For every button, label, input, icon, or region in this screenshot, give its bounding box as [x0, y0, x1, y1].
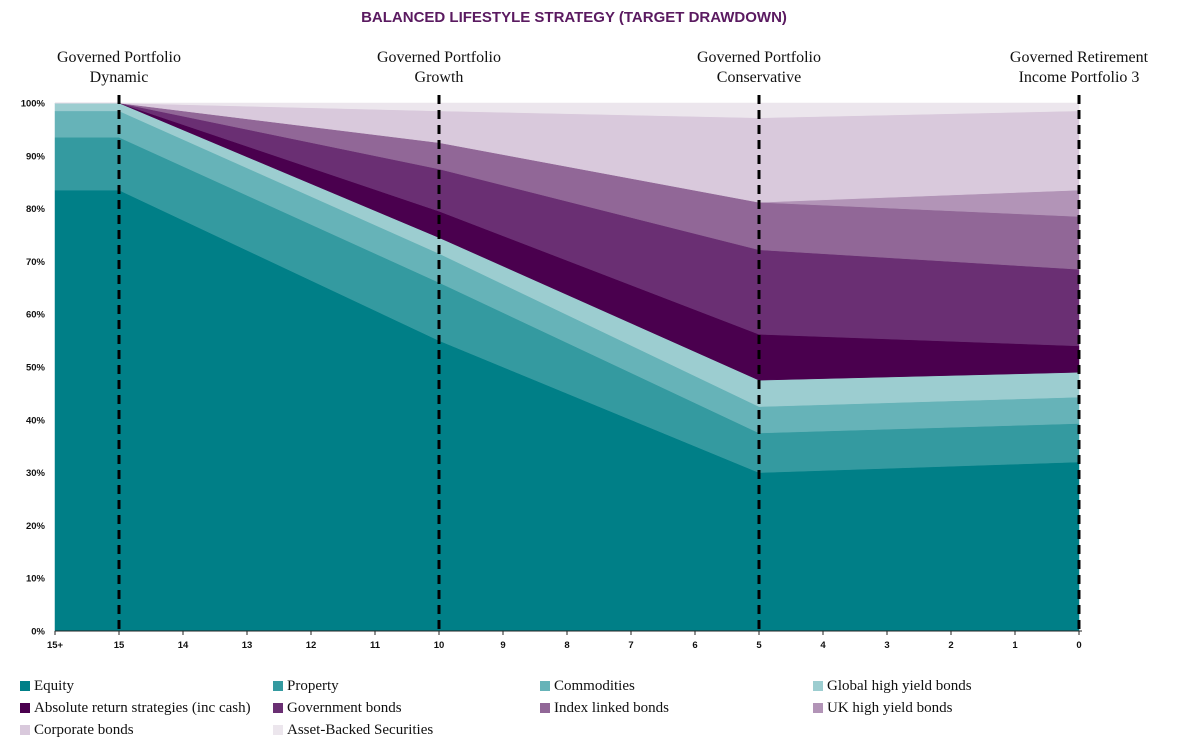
chart-title: BALANCED LIFESTYLE STRATEGY (TARGET DRAW…	[361, 9, 787, 26]
legend-label: Equity	[34, 677, 74, 694]
y-tick-label: 80%	[26, 204, 46, 215]
legend-label: Government bonds	[287, 699, 402, 716]
y-tick-label: 40%	[26, 415, 46, 426]
x-tick-label: 3	[884, 640, 889, 651]
phase-label: Income Portfolio 3	[1019, 69, 1140, 86]
x-tick-label: 11	[370, 640, 381, 651]
x-tick-label: 0	[1076, 640, 1081, 651]
stacked-area-chart: BALANCED LIFESTYLE STRATEGY (TARGET DRAW…	[21, 9, 1149, 651]
x-tick-label: 15	[114, 640, 125, 651]
legend-swatch	[273, 681, 283, 691]
x-tick-label: 7	[628, 640, 633, 651]
legend-label: Index linked bonds	[554, 699, 669, 716]
phase-label: Conservative	[717, 69, 801, 86]
legend-swatch	[273, 725, 283, 735]
legend-item: Global high yield bonds	[813, 676, 972, 696]
legend-swatch	[20, 725, 30, 735]
legend-item: Index linked bonds	[540, 698, 669, 718]
x-tick-label: 5	[756, 640, 762, 651]
phase-label: Dynamic	[90, 69, 149, 86]
legend-item: Absolute return strategies (inc cash)	[20, 698, 251, 718]
x-tick-label: 15+	[47, 640, 64, 651]
legend-swatch	[20, 681, 30, 691]
legend-label: Asset-Backed Securities	[287, 721, 434, 738]
legend-swatch	[540, 703, 550, 713]
y-tick-label: 60%	[26, 310, 46, 321]
x-tick-label: 4	[820, 640, 826, 651]
area-series-group	[54, 102, 1080, 632]
y-tick-label: 10%	[26, 574, 46, 585]
legend-swatch	[813, 703, 823, 713]
legend-item: Property	[273, 676, 339, 696]
legend-item: Commodities	[540, 676, 635, 696]
phase-label: Governed Portfolio	[57, 49, 181, 66]
y-tick-label: 100%	[21, 99, 46, 110]
legend-item: Corporate bonds	[20, 720, 134, 740]
legend-swatch	[273, 703, 283, 713]
phase-label: Governed Retirement	[1010, 49, 1149, 66]
legend-item: Asset-Backed Securities	[273, 720, 433, 740]
legend-label: Corporate bonds	[34, 721, 134, 738]
x-tick-label: 10	[434, 640, 445, 651]
legend-item: UK high yield bonds	[813, 698, 952, 718]
axes-group: 0%10%20%30%40%50%60%70%80%90%100%15+ 15 14…	[21, 99, 1082, 651]
x-tick-label: 6	[692, 640, 697, 651]
y-tick-label: 70%	[26, 257, 46, 268]
area-asset-backed-securities	[55, 102, 1080, 119]
x-tick-label: 13	[242, 640, 253, 651]
legend-swatch	[813, 681, 823, 691]
x-tick-label: 9	[500, 640, 505, 651]
y-tick-label: 90%	[26, 151, 46, 162]
legend-label: Absolute return strategies (inc cash)	[34, 699, 251, 716]
x-tick-label: 14	[178, 640, 189, 651]
y-tick-label: 20%	[26, 521, 46, 532]
y-tick-label: 0%	[31, 627, 45, 638]
legend-label: Global high yield bonds	[827, 677, 972, 694]
legend-item: Equity	[20, 676, 74, 696]
x-tick-label: 8	[564, 640, 569, 651]
phase-label: Governed Portfolio	[697, 49, 821, 66]
legend-swatch	[540, 681, 550, 691]
x-tick-label: 2	[948, 640, 953, 651]
legend-swatch	[20, 703, 30, 713]
phase-label: Governed Portfolio	[377, 49, 501, 66]
phase-markers-group: Governed Portfolio Dynamic Governed Portfo…	[57, 49, 1149, 631]
x-tick-label: 12	[306, 640, 317, 651]
y-tick-label: 50%	[26, 363, 46, 374]
legend-label: Property	[287, 677, 339, 694]
legend-label: Commodities	[554, 677, 635, 694]
y-tick-label: 30%	[26, 468, 46, 479]
legend-label: UK high yield bonds	[827, 699, 953, 716]
x-tick-label: 1	[1012, 640, 1018, 651]
legend-item: Government bonds	[273, 698, 402, 718]
phase-label: Growth	[415, 69, 464, 86]
